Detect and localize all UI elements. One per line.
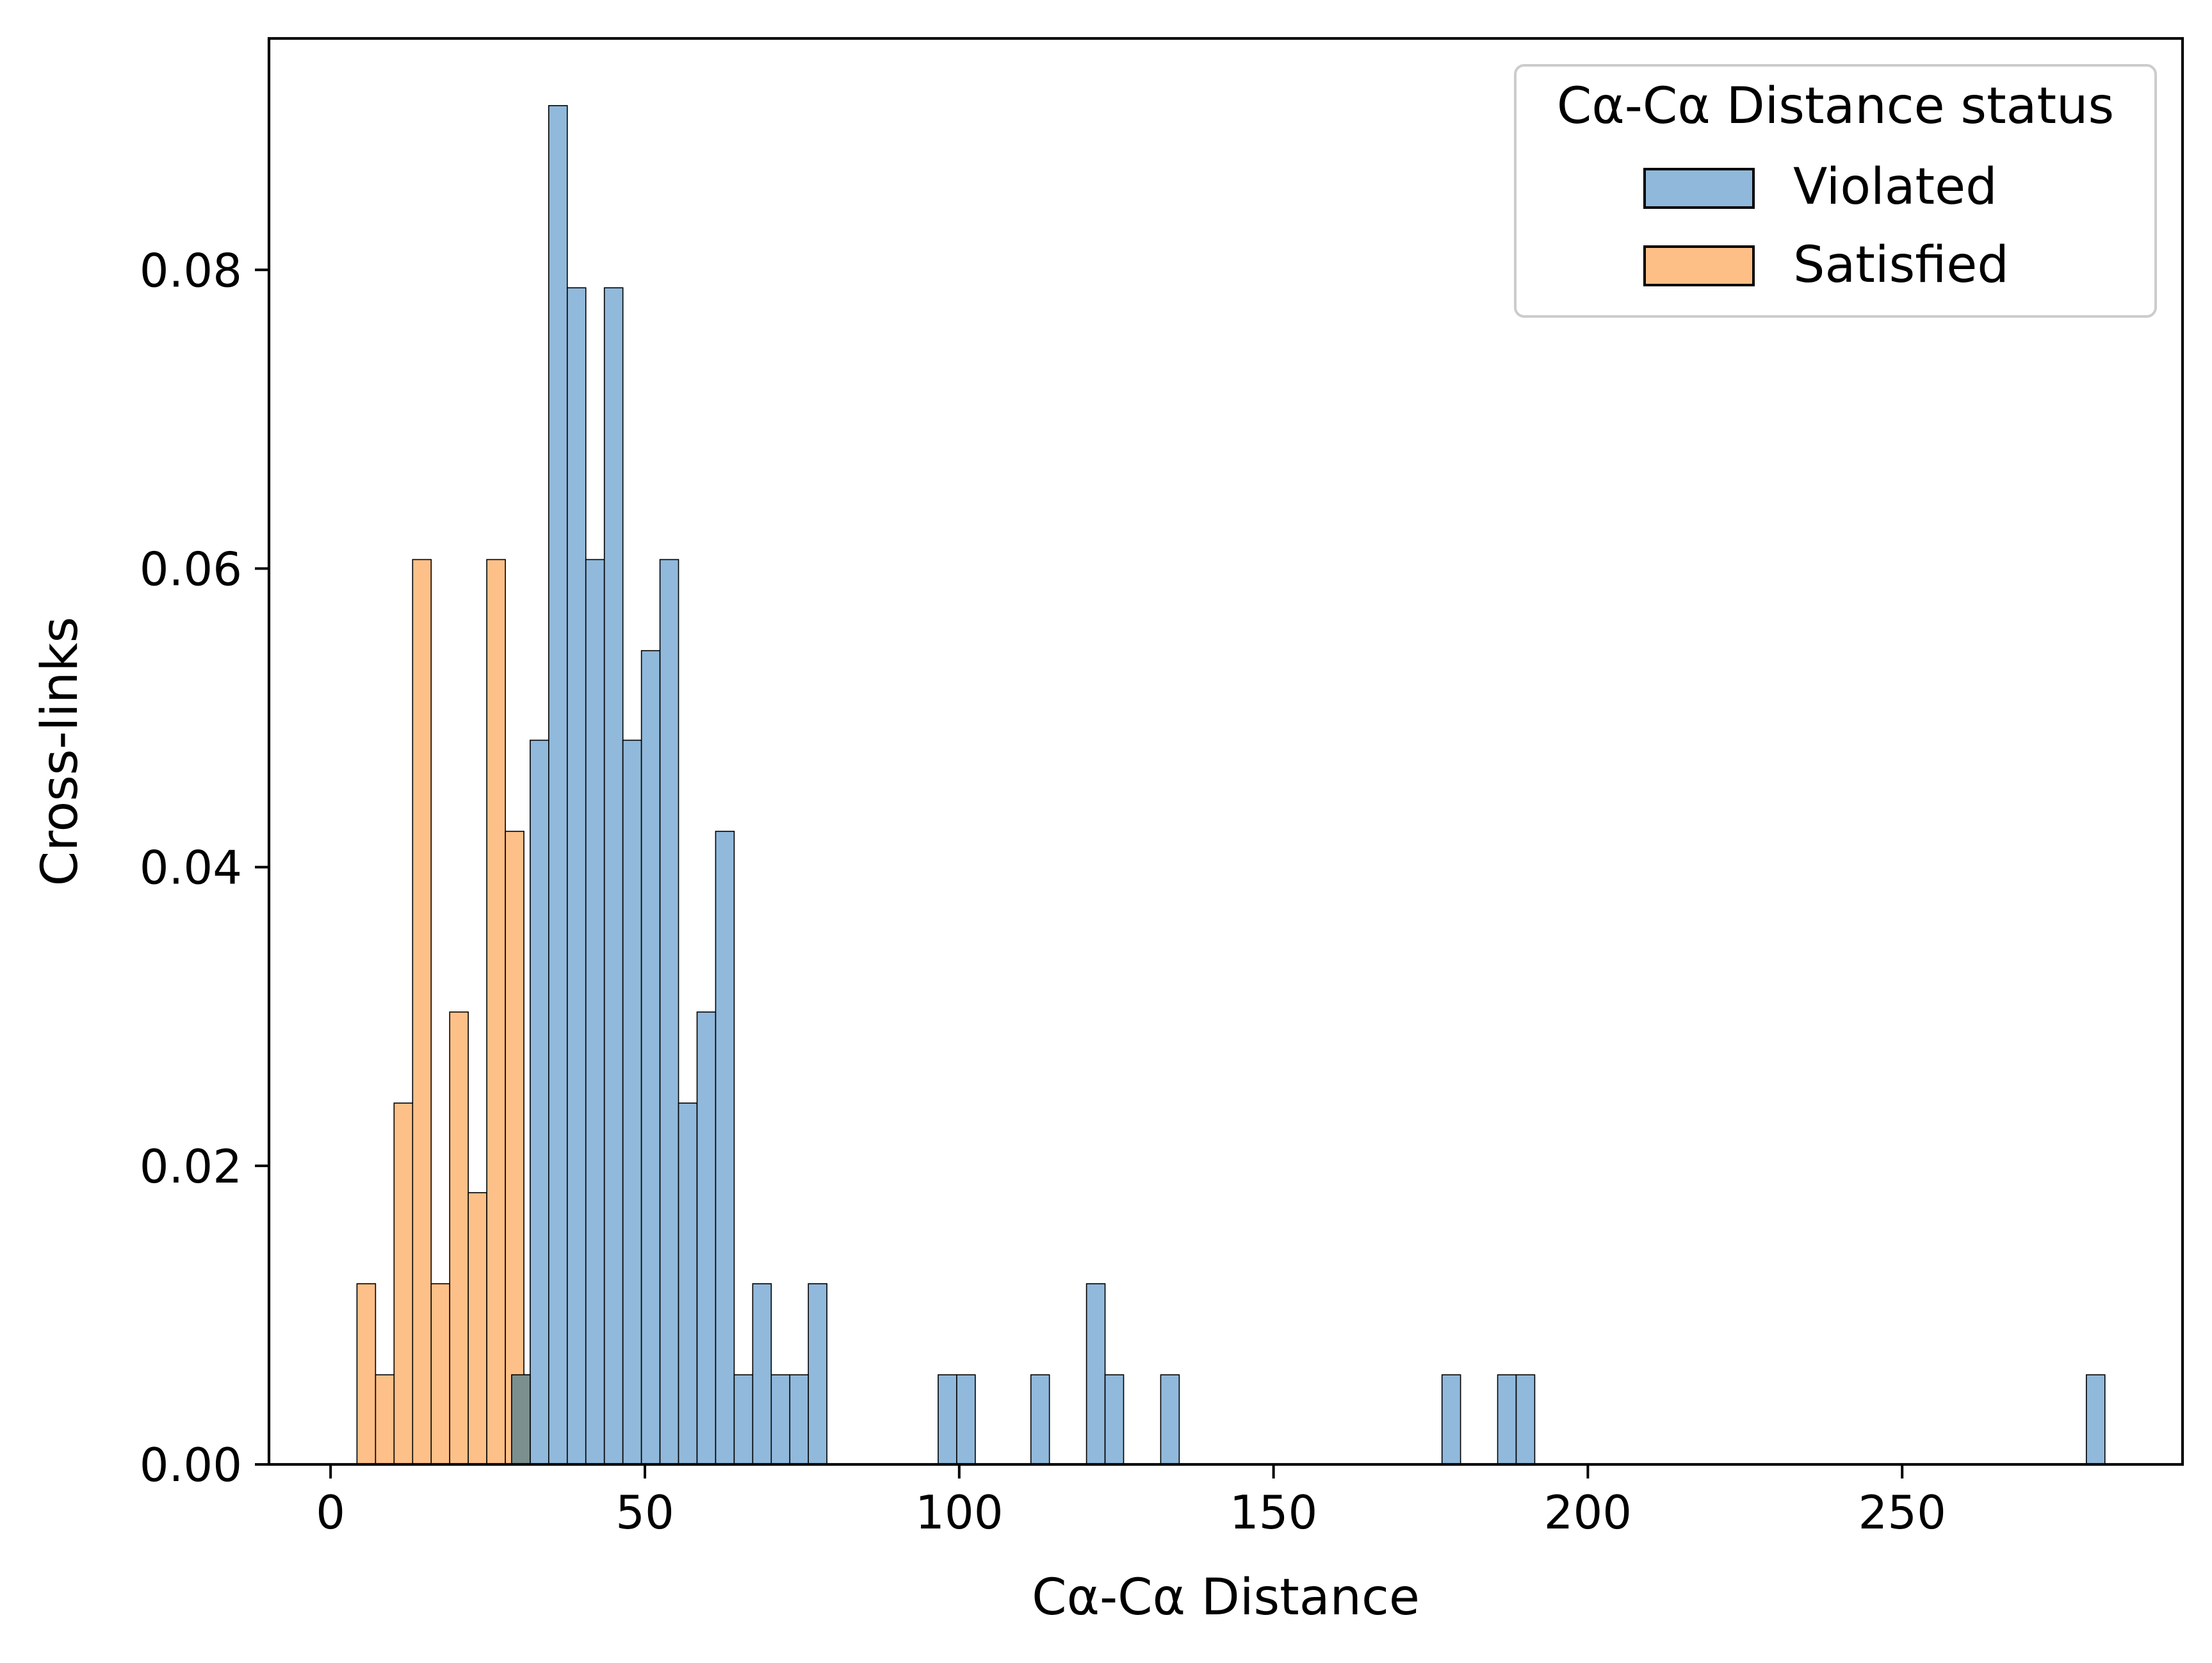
bar-violated-8 (659, 559, 679, 1465)
legend-label-violated: Violated (1793, 158, 1997, 216)
y-tick-label-0: 0.00 (140, 1438, 242, 1492)
bar-violated-5 (603, 287, 624, 1465)
bar-violated-12 (733, 1374, 754, 1465)
bar-violated-7 (640, 650, 661, 1465)
bar-violated-20 (1086, 1283, 1106, 1465)
bar-violated-22 (1160, 1374, 1180, 1465)
bar-satisfied-6 (468, 1192, 487, 1465)
bar-satisfied-5 (449, 1011, 469, 1465)
bar-satisfied-4 (430, 1283, 451, 1465)
bar-satisfied-1 (375, 1374, 395, 1465)
bar-violated-14 (770, 1374, 791, 1465)
x-tick-label-4: 200 (1544, 1486, 1632, 1539)
bar-violated-19 (1030, 1374, 1050, 1465)
x-tick-label-0: 0 (316, 1486, 345, 1539)
bar-violated-3 (566, 287, 587, 1465)
x-axis-label: Cα-Cα Distance (1032, 1569, 1420, 1626)
bars-layer (356, 105, 2106, 1465)
bar-violated-16 (808, 1283, 827, 1465)
y-axis-ticks: 0.00 0.02 0.04 0.06 0.08 (140, 243, 269, 1492)
bar-violated-21 (1104, 1374, 1125, 1465)
x-axis-ticks: 0 50 100 150 200 250 (316, 1464, 1946, 1539)
bar-violated-13 (752, 1283, 772, 1465)
bar-violated-6 (622, 739, 642, 1465)
plot-frame (267, 37, 2184, 1466)
bar-satisfied-0 (356, 1283, 377, 1465)
bar-violated-24 (1497, 1374, 1517, 1465)
legend: Cα-Cα Distance status Violated Satisfied (1514, 64, 2157, 318)
y-tick-label-1: 0.02 (140, 1140, 242, 1193)
y-tick-label-2: 0.04 (140, 841, 242, 895)
bar-violated-26 (2086, 1374, 2106, 1465)
bar-violated-23 (1441, 1374, 1461, 1465)
legend-label-satisfied: Satisfied (1793, 236, 2009, 294)
x-tick-label-5: 250 (1858, 1486, 1946, 1539)
bar-violated-1 (530, 739, 549, 1465)
bar-violated-9 (678, 1102, 698, 1465)
x-tick-label-3: 150 (1230, 1486, 1317, 1539)
bar-violated-2 (548, 105, 568, 1465)
bar-violated-11 (715, 830, 735, 1465)
legend-swatch-violated (1643, 168, 1755, 209)
bar-satisfied-2 (393, 1102, 414, 1465)
bar-overlap-0 (511, 1374, 531, 1465)
legend-swatch-satisfied (1643, 245, 1755, 286)
y-axis-label: Cross-links (31, 617, 89, 887)
bar-violated-10 (696, 1011, 717, 1465)
bar-violated-18 (956, 1374, 976, 1465)
bar-satisfied-3 (412, 559, 432, 1465)
bar-violated-15 (789, 1374, 809, 1465)
x-tick-label-1: 50 (615, 1486, 674, 1539)
legend-title: Cα-Cα Distance status (1557, 78, 2114, 135)
bar-violated-25 (1515, 1374, 1536, 1465)
bar-satisfied-7 (486, 559, 506, 1465)
y-tick-label-4: 0.08 (140, 243, 242, 297)
x-tick-label-2: 100 (915, 1486, 1003, 1539)
bar-violated-17 (938, 1374, 957, 1465)
bar-violated-4 (585, 559, 605, 1465)
bar-satisfied-8 (505, 830, 525, 1465)
y-tick-label-3: 0.06 (140, 542, 242, 596)
